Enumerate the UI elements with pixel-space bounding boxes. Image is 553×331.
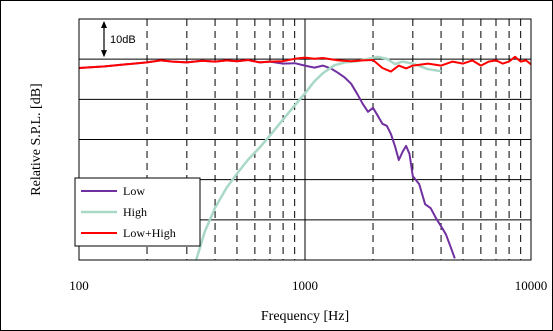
- y-axis-label: Relative S.P.L. [dB]: [29, 83, 44, 195]
- legend-label-low: Low: [123, 184, 145, 198]
- series-lines: [78, 55, 532, 261]
- scale-arrow-head-up: [101, 21, 107, 28]
- legend-label-low-high: Low+High: [123, 226, 176, 240]
- legend: Low High Low+High: [74, 177, 201, 247]
- scale-annotation: 10dB: [101, 21, 136, 58]
- x-tick-label: 10000: [515, 278, 548, 293]
- plot-area-frame: [78, 18, 532, 261]
- legend-label-high: High: [123, 205, 147, 219]
- series-line-high: [195, 55, 442, 261]
- scale-arrow-head-down: [101, 50, 107, 58]
- x-tick-label: 1000: [292, 278, 318, 293]
- x-tick-label: 100: [69, 278, 89, 293]
- scale-annotation-label: 10dB: [110, 34, 136, 46]
- x-axis-label: Frequency [Hz]: [261, 309, 349, 324]
- x-tick-labels: 100 1000 10000: [69, 278, 547, 293]
- series-line-low-high: [78, 55, 532, 73]
